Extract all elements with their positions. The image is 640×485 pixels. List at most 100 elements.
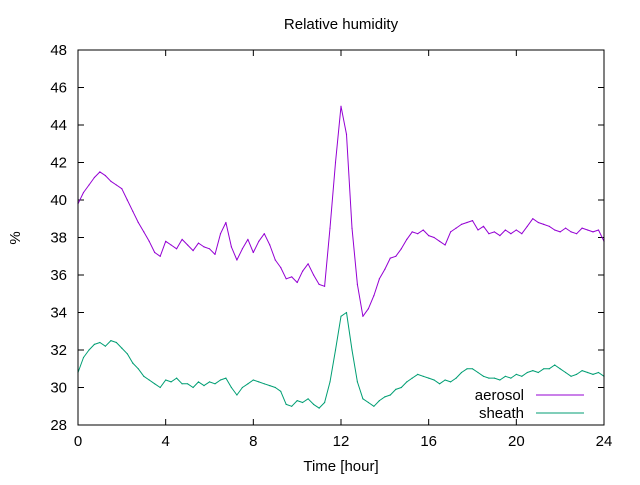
data-point-sheath xyxy=(176,377,178,379)
legend-label-aerosol: aerosol xyxy=(475,387,524,404)
data-point-sheath xyxy=(428,377,430,379)
x-tick-label: 16 xyxy=(420,433,437,450)
data-point-aerosol xyxy=(126,199,128,201)
data-point-sheath xyxy=(285,403,287,405)
data-point-sheath xyxy=(351,349,353,351)
data-point-sheath xyxy=(241,386,243,389)
data-point-aerosol xyxy=(521,233,523,235)
data-point-sheath xyxy=(510,377,512,379)
data-point-aerosol xyxy=(362,315,364,317)
data-point-sheath xyxy=(532,370,534,372)
data-point-aerosol xyxy=(482,225,485,227)
data-point-aerosol xyxy=(417,233,419,235)
data-point-sheath xyxy=(263,383,265,385)
legend-label-sheath: sheath xyxy=(479,405,524,422)
data-point-aerosol xyxy=(208,248,211,250)
data-point-aerosol xyxy=(93,176,95,179)
data-point-sheath xyxy=(334,349,337,351)
data-point-aerosol xyxy=(324,285,326,287)
x-tick-label: 12 xyxy=(333,433,350,450)
data-point-sheath xyxy=(493,377,495,379)
data-point-sheath xyxy=(313,403,315,405)
data-point-aerosol xyxy=(460,223,463,225)
data-point-aerosol xyxy=(170,244,172,246)
data-point-aerosol xyxy=(159,255,161,257)
data-point-aerosol xyxy=(389,257,391,259)
data-point-sheath xyxy=(526,371,528,374)
data-point-sheath xyxy=(543,368,545,370)
data-point-aerosol xyxy=(581,227,583,229)
data-point-sheath xyxy=(477,371,479,374)
data-point-aerosol xyxy=(203,246,205,248)
data-point-sheath xyxy=(137,368,139,370)
data-point-aerosol xyxy=(197,242,200,244)
data-point-sheath xyxy=(214,383,216,385)
data-point-aerosol xyxy=(428,235,430,237)
data-point-sheath xyxy=(329,381,331,383)
data-point-aerosol xyxy=(543,223,545,225)
data-point-sheath xyxy=(296,400,298,402)
data-point-sheath xyxy=(460,371,463,374)
data-point-aerosol xyxy=(433,236,435,239)
data-point-sheath xyxy=(488,377,490,379)
data-point-aerosol xyxy=(340,105,342,107)
data-point-aerosol xyxy=(192,250,194,252)
data-point-sheath xyxy=(439,383,441,385)
data-point-sheath xyxy=(181,383,183,385)
data-point-aerosol xyxy=(143,231,145,233)
data-point-aerosol xyxy=(99,171,101,173)
data-point-sheath xyxy=(280,390,282,392)
data-point-sheath xyxy=(515,373,517,375)
x-tick-label: 8 xyxy=(249,433,257,450)
data-point-aerosol xyxy=(329,227,331,229)
data-point-aerosol xyxy=(537,221,539,224)
data-point-aerosol xyxy=(455,227,457,229)
data-point-aerosol xyxy=(515,229,517,231)
data-point-sheath xyxy=(499,379,501,381)
data-point-sheath xyxy=(340,315,342,317)
data-point-aerosol xyxy=(406,238,408,240)
data-point-sheath xyxy=(132,362,134,364)
data-point-aerosol xyxy=(176,248,178,250)
data-point-sheath xyxy=(88,349,90,351)
data-point-aerosol xyxy=(450,231,452,233)
data-point-aerosol xyxy=(285,278,287,280)
y-tick-label: 38 xyxy=(50,230,67,247)
data-point-sheath xyxy=(318,407,320,409)
data-point-sheath xyxy=(307,398,309,400)
data-point-sheath xyxy=(99,341,101,344)
data-point-sheath xyxy=(597,371,600,374)
data-point-aerosol xyxy=(471,220,474,222)
y-tick-label: 40 xyxy=(50,192,67,209)
data-point-sheath xyxy=(356,381,358,383)
data-point-sheath xyxy=(203,385,205,387)
x-tick-label: 0 xyxy=(74,433,82,450)
data-point-sheath xyxy=(82,356,85,359)
data-point-sheath xyxy=(521,375,523,377)
y-tick-label: 30 xyxy=(50,380,67,397)
data-point-sheath xyxy=(93,343,95,345)
y-axis-label: % xyxy=(7,231,24,244)
data-point-sheath xyxy=(466,368,468,370)
data-point-aerosol xyxy=(384,268,386,270)
data-point-sheath xyxy=(208,381,211,383)
x-tick-label: 24 xyxy=(596,433,613,450)
data-point-aerosol xyxy=(439,240,441,242)
y-tick-label: 28 xyxy=(50,417,67,434)
data-point-sheath xyxy=(373,405,375,407)
data-point-sheath xyxy=(126,353,128,355)
y-tick-label: 46 xyxy=(50,80,67,97)
data-point-sheath xyxy=(389,394,391,396)
data-point-sheath xyxy=(576,373,578,375)
data-point-aerosol xyxy=(291,276,293,278)
data-point-sheath xyxy=(143,375,145,377)
data-point-sheath xyxy=(362,398,364,400)
data-point-sheath xyxy=(581,370,583,372)
data-point-aerosol xyxy=(597,229,600,231)
x-tick-label: 4 xyxy=(161,433,169,450)
data-point-sheath xyxy=(482,375,485,377)
data-point-aerosol xyxy=(132,210,134,212)
data-point-aerosol xyxy=(230,246,232,248)
data-point-aerosol xyxy=(466,221,468,224)
